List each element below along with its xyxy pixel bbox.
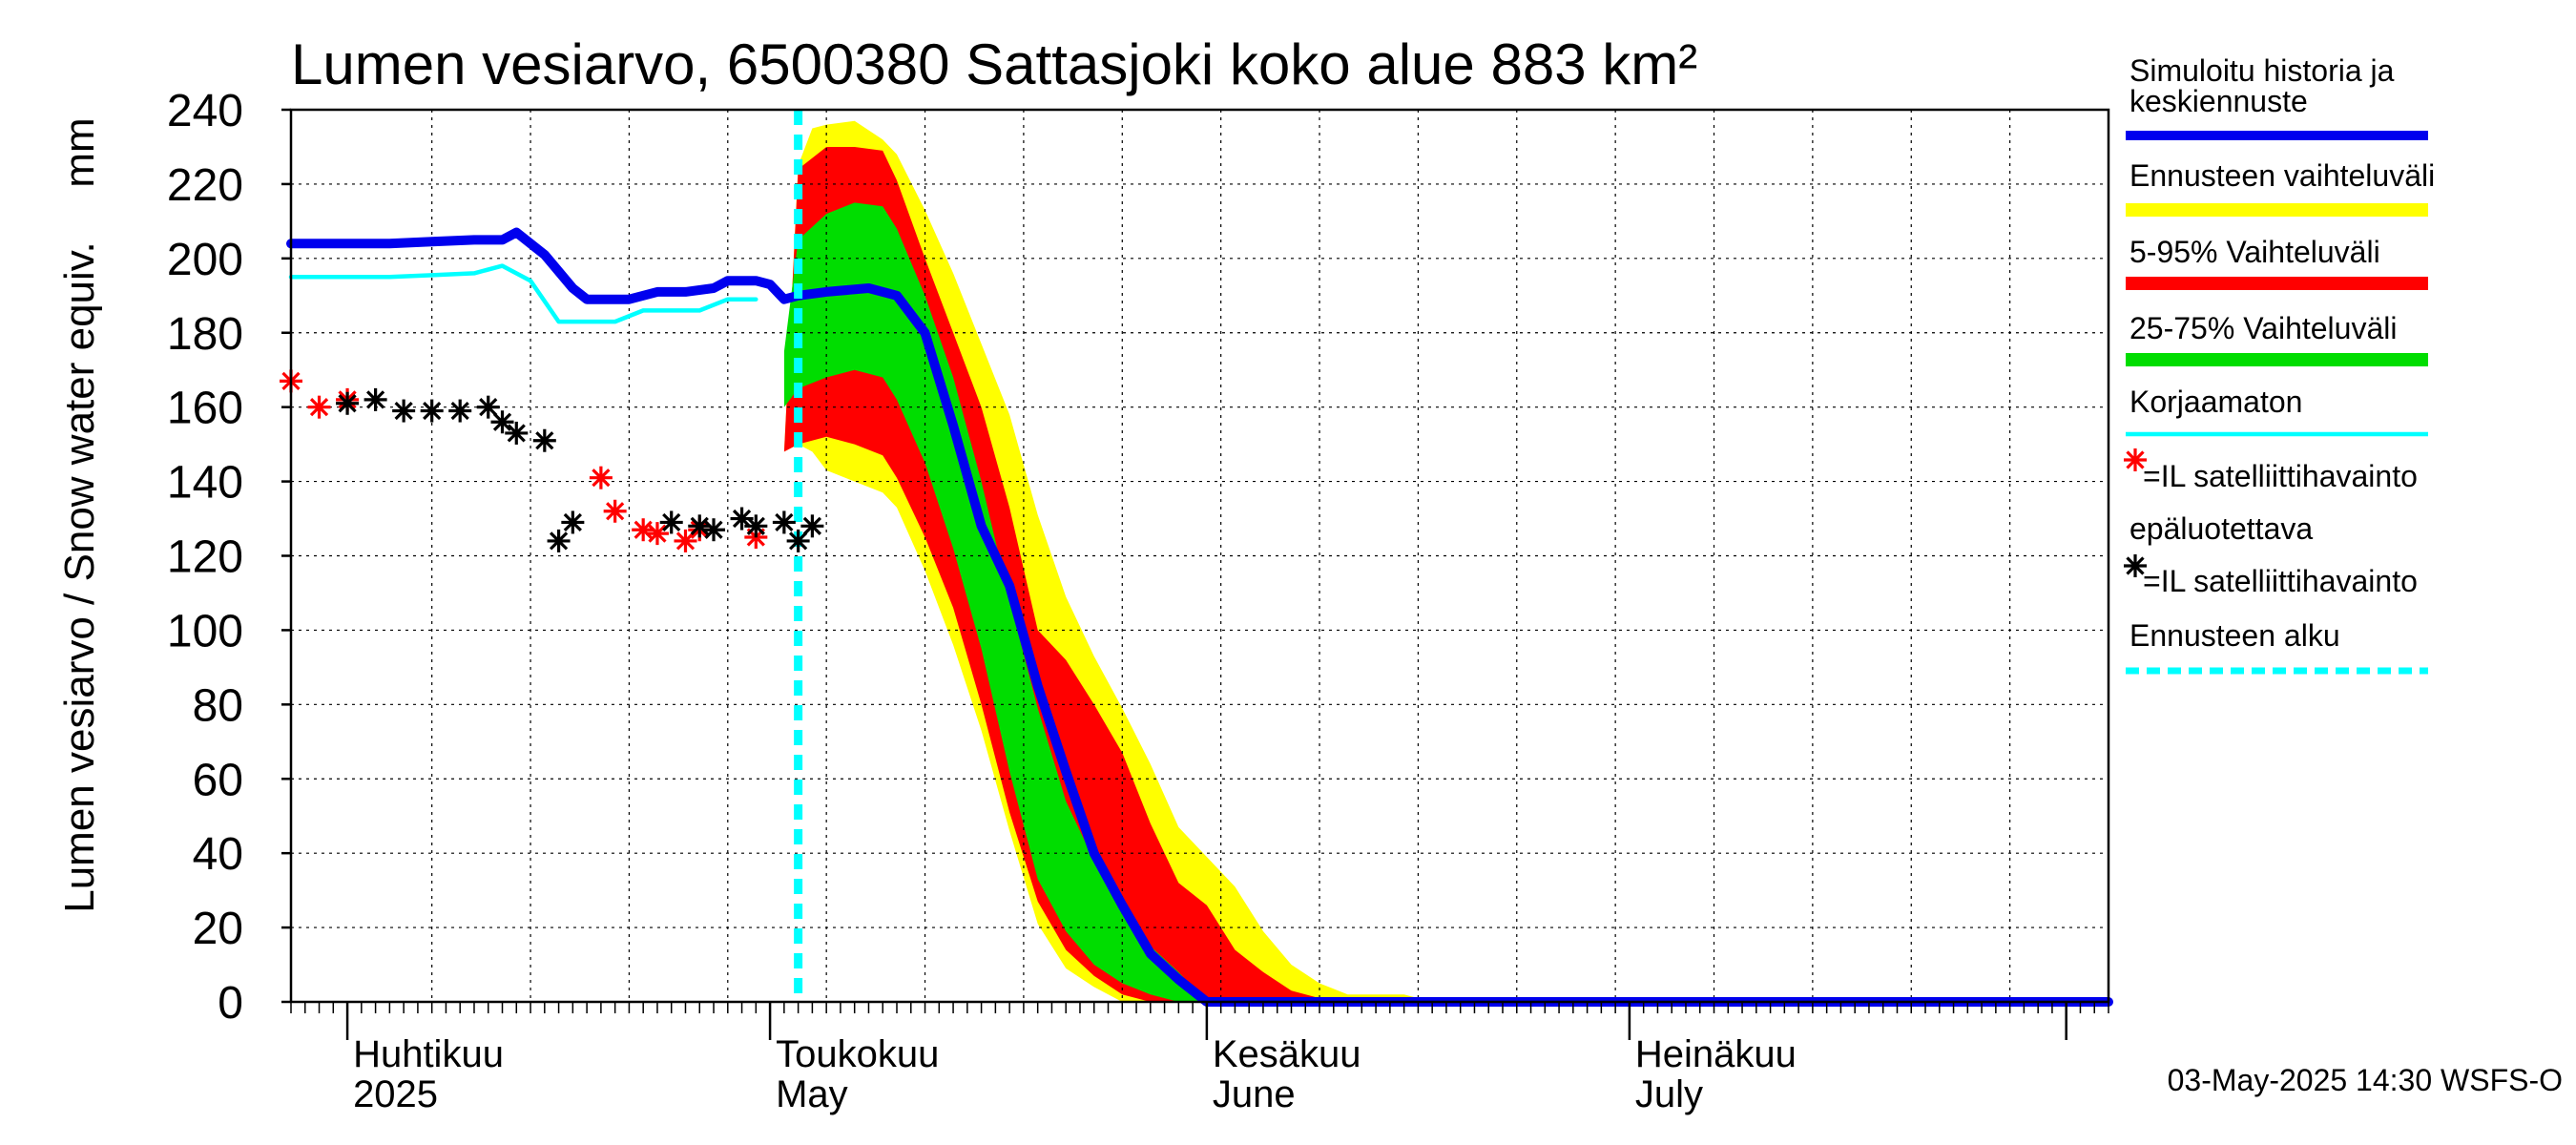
obs-point <box>392 399 416 423</box>
obs-point <box>702 518 726 542</box>
forecast-bands <box>783 120 2109 1002</box>
obs-point <box>336 391 360 415</box>
timestamp-footer: 03-May-2025 14:30 WSFS-O <box>2168 1063 2563 1097</box>
y-tick-label: 200 <box>167 235 243 285</box>
legend-label-unreliable: =IL satelliittihavainto <box>2143 459 2418 493</box>
y-tick-label: 120 <box>167 532 243 583</box>
legend-label-korjaamaton: Korjaamaton <box>2129 385 2302 419</box>
obs-point <box>420 399 444 423</box>
obs-point <box>307 395 331 419</box>
legend-label-25-75-vaihteluv-li: 25-75% Vaihteluväli <box>2129 311 2397 345</box>
legend-label-ennusteen-vaihteluv-li: Ennusteen vaihteluväli <box>2129 158 2435 193</box>
y-tick-label: 40 <box>193 829 243 880</box>
obs-point <box>786 529 810 552</box>
x-month-label: Toukokuu <box>776 1033 939 1075</box>
obs-point <box>688 514 712 538</box>
legend-label-forecast-start: Ennusteen alku <box>2129 618 2340 653</box>
obs-point <box>364 387 387 411</box>
legend-label-simulated: Simuloitu historia ja <box>2129 53 2395 88</box>
y-tick-label: 0 <box>218 978 243 1029</box>
y-axis-unit: mm <box>56 117 103 187</box>
obs-point <box>589 466 613 489</box>
observation-markers <box>280 369 824 552</box>
obs-point <box>547 529 571 552</box>
legend-label-unreliable-note: epäluotettava <box>2129 511 2313 546</box>
y-tick-label: 80 <box>193 680 243 731</box>
line-korjaamaton <box>288 263 758 324</box>
obs-point <box>448 399 472 423</box>
obs-point <box>505 421 529 445</box>
y-axis-label: Lumen vesiarvo / Snow water equiv. <box>56 241 103 913</box>
band-5-95-vaihteluv-li <box>783 147 2109 1002</box>
x-month-sublabel: May <box>776 1073 848 1115</box>
x-month-label: Kesäkuu <box>1213 1033 1361 1075</box>
axes: 0 20 40 60 80 100 120 140 160 180 200 220 240 Huhtiku… <box>167 86 2110 1115</box>
obs-point <box>659 510 683 534</box>
y-tick-label: 160 <box>167 384 243 434</box>
y-tick-label: 180 <box>167 309 243 360</box>
x-month-sublabel: 2025 <box>353 1073 438 1115</box>
series-lines <box>286 110 2113 1007</box>
obs-point <box>772 510 796 534</box>
obs-point <box>532 428 556 452</box>
obs-point <box>476 395 500 419</box>
x-month-sublabel: July <box>1635 1073 1703 1115</box>
obs-point <box>744 514 768 538</box>
obs-point <box>490 410 514 434</box>
line-simuloitu-historia-ja-keskiennuste <box>286 227 2113 1007</box>
legend-label-5-95-vaihteluv-li: 5-95% Vaihteluväli <box>2129 235 2380 269</box>
legend-label-simulated-2: keskiennuste <box>2129 84 2308 118</box>
x-month-label: Huhtikuu <box>353 1033 504 1075</box>
legend-label-observation: =IL satelliittihavainto <box>2143 564 2418 598</box>
y-tick-label: 140 <box>167 458 243 509</box>
y-tick-label: 100 <box>167 606 243 656</box>
band-25-75-vaihteluv-li <box>783 202 2109 1002</box>
x-month-label: Heinäkuu <box>1635 1033 1797 1075</box>
legend-marker-unreliable <box>2124 448 2147 471</box>
obs-point <box>800 514 824 538</box>
chart-title: Lumen vesiarvo, 6500380 Sattasjoki koko … <box>291 32 1697 96</box>
y-tick-label: 240 <box>167 86 243 136</box>
obs-point <box>561 510 585 534</box>
obs-point <box>603 499 627 523</box>
y-tick-label: 20 <box>193 904 243 954</box>
obs-point <box>674 529 697 552</box>
x-month-sublabel: June <box>1213 1073 1296 1115</box>
obs-point <box>632 518 655 542</box>
y-tick-label: 60 <box>193 755 243 805</box>
legend-marker-observation <box>2124 554 2147 577</box>
obs-point <box>645 522 669 546</box>
y-tick-label: 220 <box>167 160 243 211</box>
